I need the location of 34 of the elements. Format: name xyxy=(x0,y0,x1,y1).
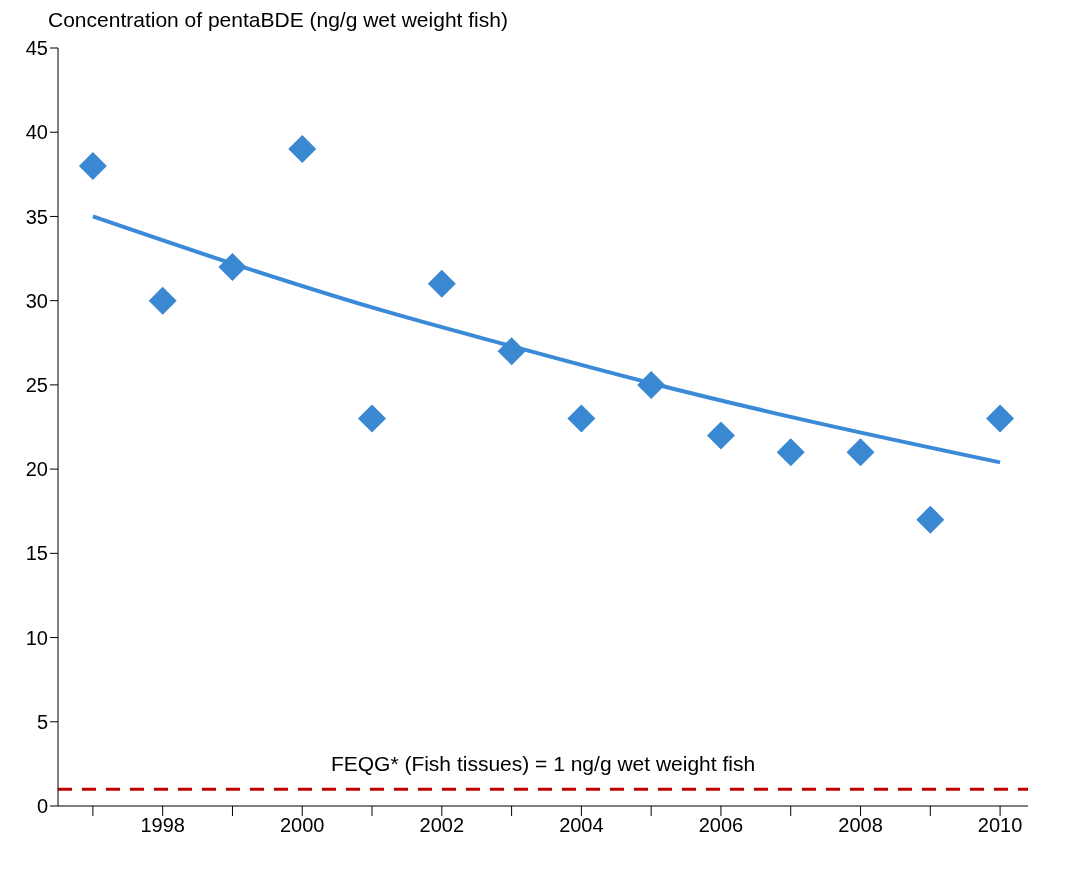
y-tick-label: 15 xyxy=(25,542,48,565)
ref-line-label: FEQG* (Fish tissues) = 1 ng/g wet weight fish xyxy=(330,752,756,776)
point xyxy=(148,286,177,315)
x-tick-label: 2002 xyxy=(419,814,465,837)
point xyxy=(986,404,1015,433)
y-tick-label: 5 xyxy=(36,710,48,733)
point xyxy=(916,505,945,534)
y-tick-label: 40 xyxy=(25,121,48,144)
point xyxy=(706,421,735,450)
y-axis-title: Concentration of pentaBDE (ng/g wet weight fish) xyxy=(48,8,509,32)
y-tick-label: 35 xyxy=(25,205,48,228)
point xyxy=(427,269,456,298)
point xyxy=(358,404,387,433)
point xyxy=(78,151,107,180)
point xyxy=(497,337,526,366)
y-tick-label: 20 xyxy=(25,458,48,481)
point xyxy=(567,404,596,433)
x-tick-label: 2000 xyxy=(279,814,325,837)
y-tick-label: 45 xyxy=(25,37,48,60)
x-tick-label: 2006 xyxy=(698,814,744,837)
y-tick-label: 0 xyxy=(36,795,48,818)
y-tick-label: 25 xyxy=(25,373,48,396)
point xyxy=(218,252,247,281)
x-tick-label: 1998 xyxy=(140,814,185,837)
point xyxy=(288,135,317,164)
point xyxy=(637,370,666,399)
x-tick-label: 2010 xyxy=(977,814,1023,837)
line-series xyxy=(90,214,1003,465)
x-tick-label: 2008 xyxy=(838,814,883,837)
y-tick-label: 30 xyxy=(25,289,48,312)
point xyxy=(776,438,805,467)
y-tick-label: 10 xyxy=(25,626,48,649)
x-tick-label: 2004 xyxy=(559,814,604,837)
point xyxy=(846,438,875,467)
